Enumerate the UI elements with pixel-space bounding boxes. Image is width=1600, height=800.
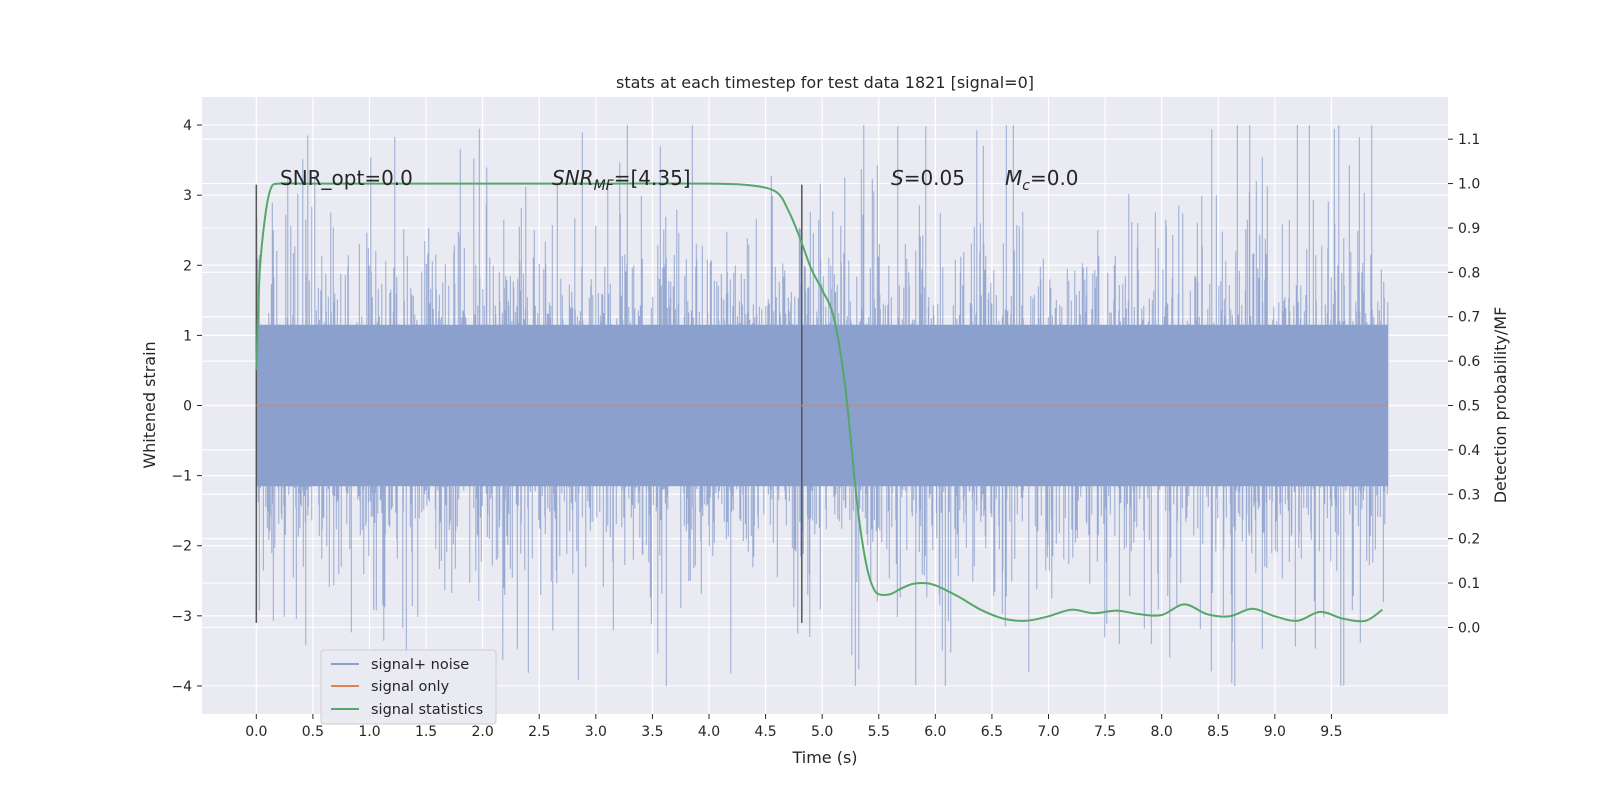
x-tick-label-17: 8.5	[1207, 724, 1229, 740]
annotation-s: S=0.05	[891, 166, 965, 190]
annotation-snr-opt: SNR_opt=0.0	[280, 166, 413, 190]
y-tick-label-4: 0	[183, 399, 192, 415]
x-tick-label-14: 7.0	[1037, 724, 1059, 740]
chart-title: stats at each timestep for test data 182…	[616, 73, 1034, 92]
y-tick-label-6: 2	[183, 258, 192, 274]
x-tick-label-7: 3.5	[641, 724, 663, 740]
x-tick-label-4: 2.0	[472, 724, 494, 740]
y2-tick-label-3: 0.3	[1458, 487, 1480, 503]
legend-label-noise: signal+ noise	[371, 657, 469, 673]
x-tick-label-12: 6.0	[924, 724, 946, 740]
y2-tick-label-6: 0.6	[1458, 354, 1480, 370]
lines-layer	[255, 182, 1389, 623]
y-tick-label-2: −2	[171, 539, 192, 555]
y-tick-label-1: −3	[171, 609, 192, 625]
legend: signal+ noise signal only signal statist…	[320, 649, 497, 725]
legend-label-signal-only: signal only	[371, 679, 450, 695]
x-tick-label-3: 1.5	[415, 724, 437, 740]
annotation-snr-mf: SNRMF=[4.35]	[552, 166, 691, 194]
y2-tick-label-5: 0.5	[1458, 399, 1480, 415]
x-tick-label-9: 4.5	[754, 724, 776, 740]
x-tick-label-2: 1.0	[358, 724, 380, 740]
y2-tick-label-4: 0.4	[1458, 443, 1480, 459]
signal-statistics-line	[255, 182, 1383, 623]
y2-tick-label-1: 0.1	[1458, 576, 1480, 592]
y-tick-label-5: 1	[183, 328, 192, 344]
x-tick-label-13: 6.5	[981, 724, 1003, 740]
x-tick-label-16: 8.0	[1151, 724, 1173, 740]
x-tick-label-6: 3.0	[585, 724, 607, 740]
x-tick-label-18: 9.0	[1264, 724, 1286, 740]
y-tick-label-8: 4	[183, 118, 192, 134]
y2-tick-label-2: 0.2	[1458, 532, 1480, 548]
x-tick-label-1: 0.5	[302, 724, 324, 740]
y2-tick-label-11: 1.1	[1458, 132, 1480, 148]
y-tick-label-7: 3	[183, 188, 192, 204]
ticks: 0.0 0.5 1.0 1.5 2.0 2.5 3.0 3.5 4.0 4.5 5.0 5.5 6.0 6…	[171, 118, 1480, 740]
x-tick-label-10: 5.0	[811, 724, 833, 740]
x-tick-label-19: 9.5	[1320, 724, 1342, 740]
x-tick-label-15: 7.5	[1094, 724, 1116, 740]
y2-tick-label-0: 0.0	[1458, 620, 1480, 636]
annotation-mc: Mc=0.0	[1005, 166, 1079, 194]
y-tick-label-0: −4	[171, 679, 192, 695]
y2-tick-label-10: 1.0	[1458, 177, 1480, 193]
legend-box	[320, 649, 497, 725]
x-tick-label-0: 0.0	[245, 724, 267, 740]
y2-tick-label-7: 0.7	[1458, 310, 1480, 326]
x-axis-label: Time (s)	[791, 748, 857, 767]
y2-tick-label-8: 0.8	[1458, 265, 1480, 281]
y-tick-label-3: −1	[171, 469, 192, 485]
x-tick-label-8: 4.0	[698, 724, 720, 740]
legend-label-statistics: signal statistics	[371, 702, 483, 718]
y2-tick-label-9: 0.9	[1458, 221, 1480, 237]
x-tick-label-11: 5.5	[868, 724, 890, 740]
x-tick-label-5: 2.5	[528, 724, 550, 740]
y2-axis-label: Detection probability/MF	[1491, 307, 1510, 504]
y-axis-label: Whitened strain	[140, 341, 159, 468]
